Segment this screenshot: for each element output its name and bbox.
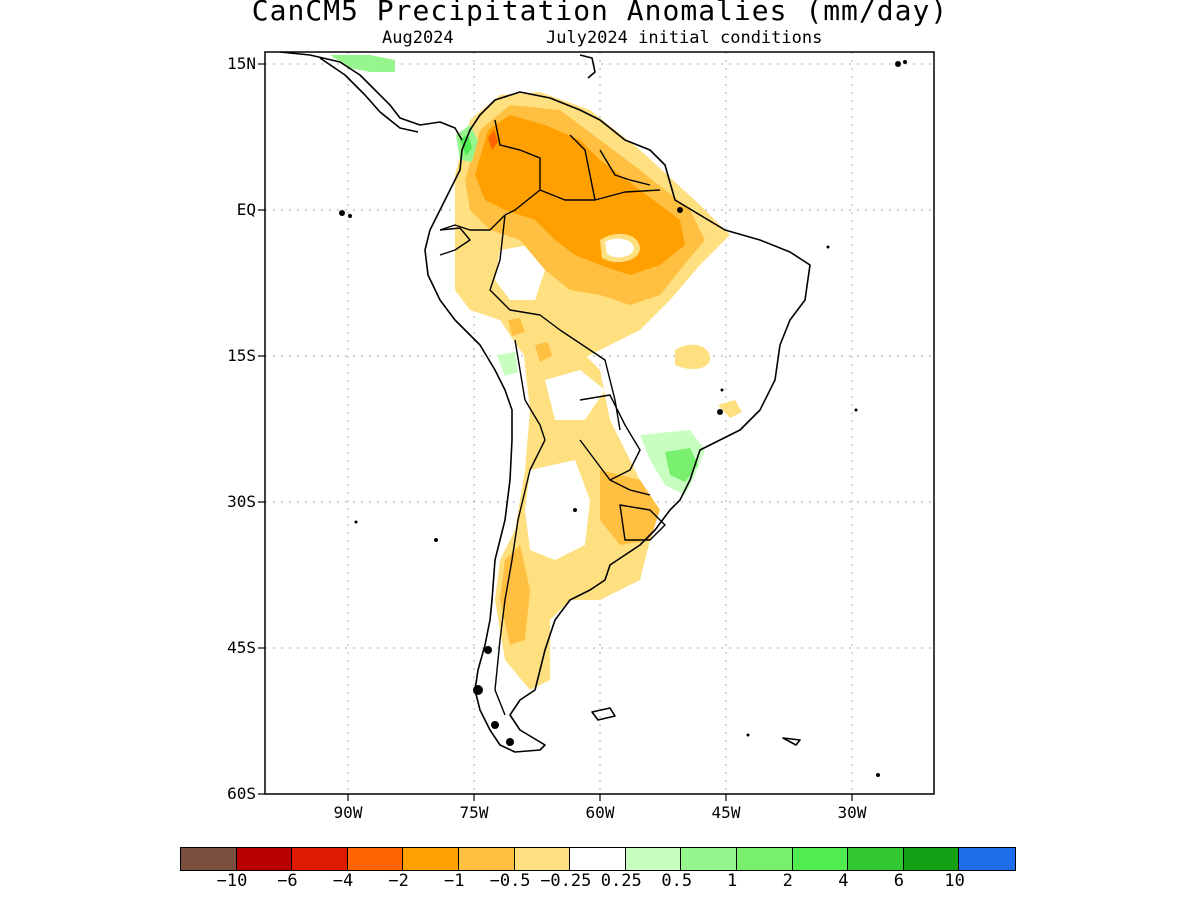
legend-tick-label: 10 — [944, 871, 965, 891]
lon-label-60w: 60W — [585, 803, 615, 822]
border-brazil-north — [539, 189, 661, 201]
legend-tick-label: −0.5 — [489, 871, 531, 891]
dry-region-light-se — [718, 400, 742, 418]
legend-color-1 — [236, 848, 293, 870]
legend-color-13 — [903, 848, 960, 870]
wet-region-central-america — [330, 55, 395, 72]
south-america-coastline — [424, 91, 811, 753]
legend-tick-label: −2 — [388, 871, 409, 891]
legend-color-12 — [848, 848, 904, 870]
dry-region-strong-north — [475, 115, 685, 275]
wet-region-southeast-brazil-core — [665, 448, 698, 482]
border-argentina-brazil — [609, 479, 651, 496]
lat-label-15s: 15S — [227, 346, 256, 365]
border-bolivia-brazil — [559, 329, 621, 431]
map-title: CanCM5 Precipitation Anomalies (mm/day) — [251, 0, 949, 27]
legend-color-8 — [625, 848, 682, 870]
lon-label-90w: 90W — [333, 803, 363, 822]
legend-color-3 — [347, 848, 404, 870]
neutral-patch-argentina — [525, 460, 590, 560]
central-america-coastline — [279, 52, 463, 141]
dry-region-light-east — [675, 344, 710, 370]
lon-label-75w: 75W — [459, 803, 489, 822]
lat-label-eq: EQ — [236, 200, 256, 219]
lat-label-30s: 30S — [227, 492, 256, 511]
neutral-patch-amazon — [495, 245, 545, 300]
legend-color-11 — [792, 848, 849, 870]
neutral-patch-bolivia — [545, 370, 605, 420]
legend-color-0 — [181, 848, 237, 870]
legend-tick-label: −4 — [332, 871, 354, 891]
lat-label-15n: 15N — [227, 54, 256, 73]
legend-color-4 — [403, 848, 459, 870]
lat-label-45s: 45S — [227, 638, 256, 657]
legend-tick-label: 6 — [893, 871, 905, 891]
legend-tick-label: 0.5 — [661, 871, 693, 891]
central-america-pacific-coast — [319, 57, 419, 133]
dry-hotspot — [488, 130, 498, 150]
legend-color-7 — [570, 848, 626, 870]
caribbean-island-1 — [579, 54, 596, 79]
neutral-patch-center-white — [605, 238, 634, 258]
border-guyana-suriname — [599, 149, 651, 186]
border-chile-bolivia — [524, 399, 546, 441]
initial-conditions: July2024 initial conditions — [546, 28, 823, 48]
border-ecuador — [439, 227, 471, 256]
forecast-period: Aug2024 — [382, 28, 454, 48]
axis-ticks — [258, 63, 853, 801]
anomaly-shading — [330, 55, 742, 690]
dry-spot-peru — [508, 318, 525, 336]
legend-tick-label: −0.25 — [540, 871, 592, 891]
legend-tick-label: −1 — [444, 871, 465, 891]
border-paraguay — [579, 394, 641, 481]
border-colombia-peru — [439, 214, 506, 231]
dry-spot-bolivia — [535, 342, 552, 362]
legend-color-9 — [681, 848, 737, 870]
dry-region-medium-south — [600, 470, 660, 545]
island-south-georgia — [782, 737, 801, 746]
legend-color-10 — [736, 848, 793, 870]
lon-label-30w: 30W — [837, 803, 867, 822]
legend-tick-label: 0.25 — [600, 871, 642, 891]
legend-tick-label: 2 — [782, 871, 793, 891]
border-uruguay — [619, 504, 666, 541]
border-colombia-venezuela — [494, 119, 541, 216]
lat-label-60s: 60S — [227, 784, 256, 803]
legend-tick-label: 4 — [838, 871, 849, 891]
island-falklands — [591, 707, 616, 721]
border-venezuela-guyana — [569, 134, 596, 201]
legend-tick-label: −10 — [216, 871, 248, 891]
wet-region-peru — [497, 352, 518, 376]
coastlines — [279, 52, 811, 753]
lon-label-45w: 45W — [711, 803, 741, 822]
dry-region-medium-patagonia — [500, 545, 530, 645]
legend-colorbar — [180, 847, 1016, 871]
wet-region-colombia-core — [460, 134, 472, 156]
legend-tick-label: −6 — [277, 871, 298, 891]
border-peru-brazil — [489, 214, 561, 331]
legend-color-5 — [458, 848, 515, 870]
legend-color-14 — [959, 848, 1015, 870]
border-peru-bolivia — [514, 339, 526, 401]
legend-tick-label: 1 — [727, 871, 738, 891]
country-borders — [439, 119, 666, 716]
border-chile-argentina — [494, 439, 546, 716]
legend-color-6 — [514, 848, 571, 870]
legend-color-2 — [292, 848, 348, 870]
islands — [339, 60, 907, 777]
